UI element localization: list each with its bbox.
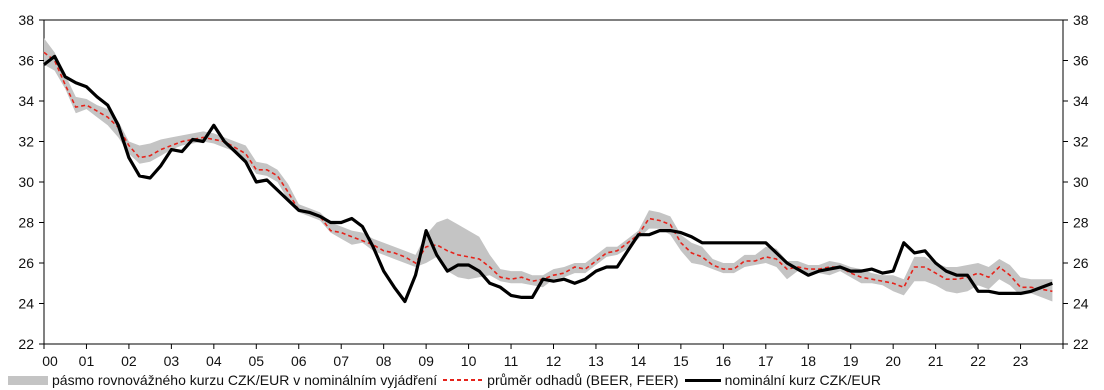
y-tick-label-left: 24 (18, 296, 34, 312)
legend-swatch-nominal (684, 378, 721, 382)
y-tick-label-right: 34 (1073, 93, 1089, 109)
y-tick-label-right: 24 (1073, 296, 1089, 312)
x-tick-label: 15 (673, 353, 689, 369)
legend-item-band: pásmo rovnovážného kurzu CZK/EUR v nomin… (8, 372, 437, 388)
y-tick-label-left: 32 (18, 134, 34, 150)
y-tick-label-right: 36 (1073, 53, 1089, 69)
x-tick-label: 11 (504, 353, 519, 369)
x-tick-label: 12 (546, 353, 562, 369)
x-tick-label: 14 (631, 353, 647, 369)
y-tick-label-left: 26 (18, 255, 34, 271)
y-tick-label-left: 34 (18, 93, 34, 109)
x-tick-label: 03 (164, 353, 180, 369)
x-tick-label: 22 (970, 353, 986, 369)
x-tick-label: 05 (249, 353, 265, 369)
x-tick-label: 20 (885, 353, 901, 369)
x-tick-label: 06 (291, 353, 307, 369)
y-tick-label-right: 22 (1073, 336, 1089, 352)
legend-swatch-average (443, 379, 484, 381)
x-tick-label: 23 (1013, 353, 1029, 369)
x-tick-label: 00 (42, 353, 58, 369)
series-nominal-line (43, 54, 1053, 304)
y-tick-label-right: 32 (1073, 134, 1089, 150)
legend-item-nominal: nominální kurz CZK/EUR (684, 372, 881, 388)
plot-frame (43, 19, 1064, 345)
y-tick-label-left: 38 (18, 12, 34, 28)
x-tick-label: 17 (758, 353, 774, 369)
x-tick-label: 02 (121, 353, 137, 369)
y-tick-label-left: 22 (18, 336, 34, 352)
x-tick-label: 21 (928, 353, 944, 369)
y-tick-label-right: 26 (1073, 255, 1089, 271)
series-band-area (44, 38, 1053, 302)
x-tick-label: 01 (79, 353, 95, 369)
x-tick-label: 10 (461, 353, 477, 369)
legend-swatch-band (8, 375, 48, 385)
legend-item-average: průměr odhadů (BEER, FEER) (443, 372, 679, 388)
x-tick-label: 13 (588, 353, 604, 369)
legend: pásmo rovnovážného kurzu CZK/EUR v nomin… (8, 370, 887, 390)
legend-label-nominal: nominální kurz CZK/EUR (724, 372, 881, 388)
x-tick-label: 04 (206, 353, 222, 369)
y-tick-label-right: 28 (1073, 215, 1089, 231)
x-tick-label: 09 (418, 353, 434, 369)
y-tick-label-left: 28 (18, 215, 34, 231)
y-tick-label-left: 30 (18, 174, 34, 190)
y-tick-label-right: 30 (1073, 174, 1089, 190)
legend-label-average: průměr odhadů (BEER, FEER) (487, 372, 679, 388)
x-tick-label: 16 (716, 353, 732, 369)
chart: 22 22 24 24 26 26 28 28 30 30 32 32 34 34 36 36 38 38 00 01… (18, 12, 1089, 369)
y-tick-label-left: 36 (18, 53, 34, 69)
x-tick-label: 07 (333, 353, 349, 369)
legend-label-band: pásmo rovnovážného kurzu CZK/EUR v nomin… (52, 372, 438, 388)
x-tick-label: 08 (376, 353, 392, 369)
series-average-line (43, 51, 1053, 293)
x-tick-label: 18 (800, 353, 816, 369)
x-tick-label: 19 (843, 353, 859, 369)
y-tick-label-right: 38 (1073, 12, 1089, 28)
